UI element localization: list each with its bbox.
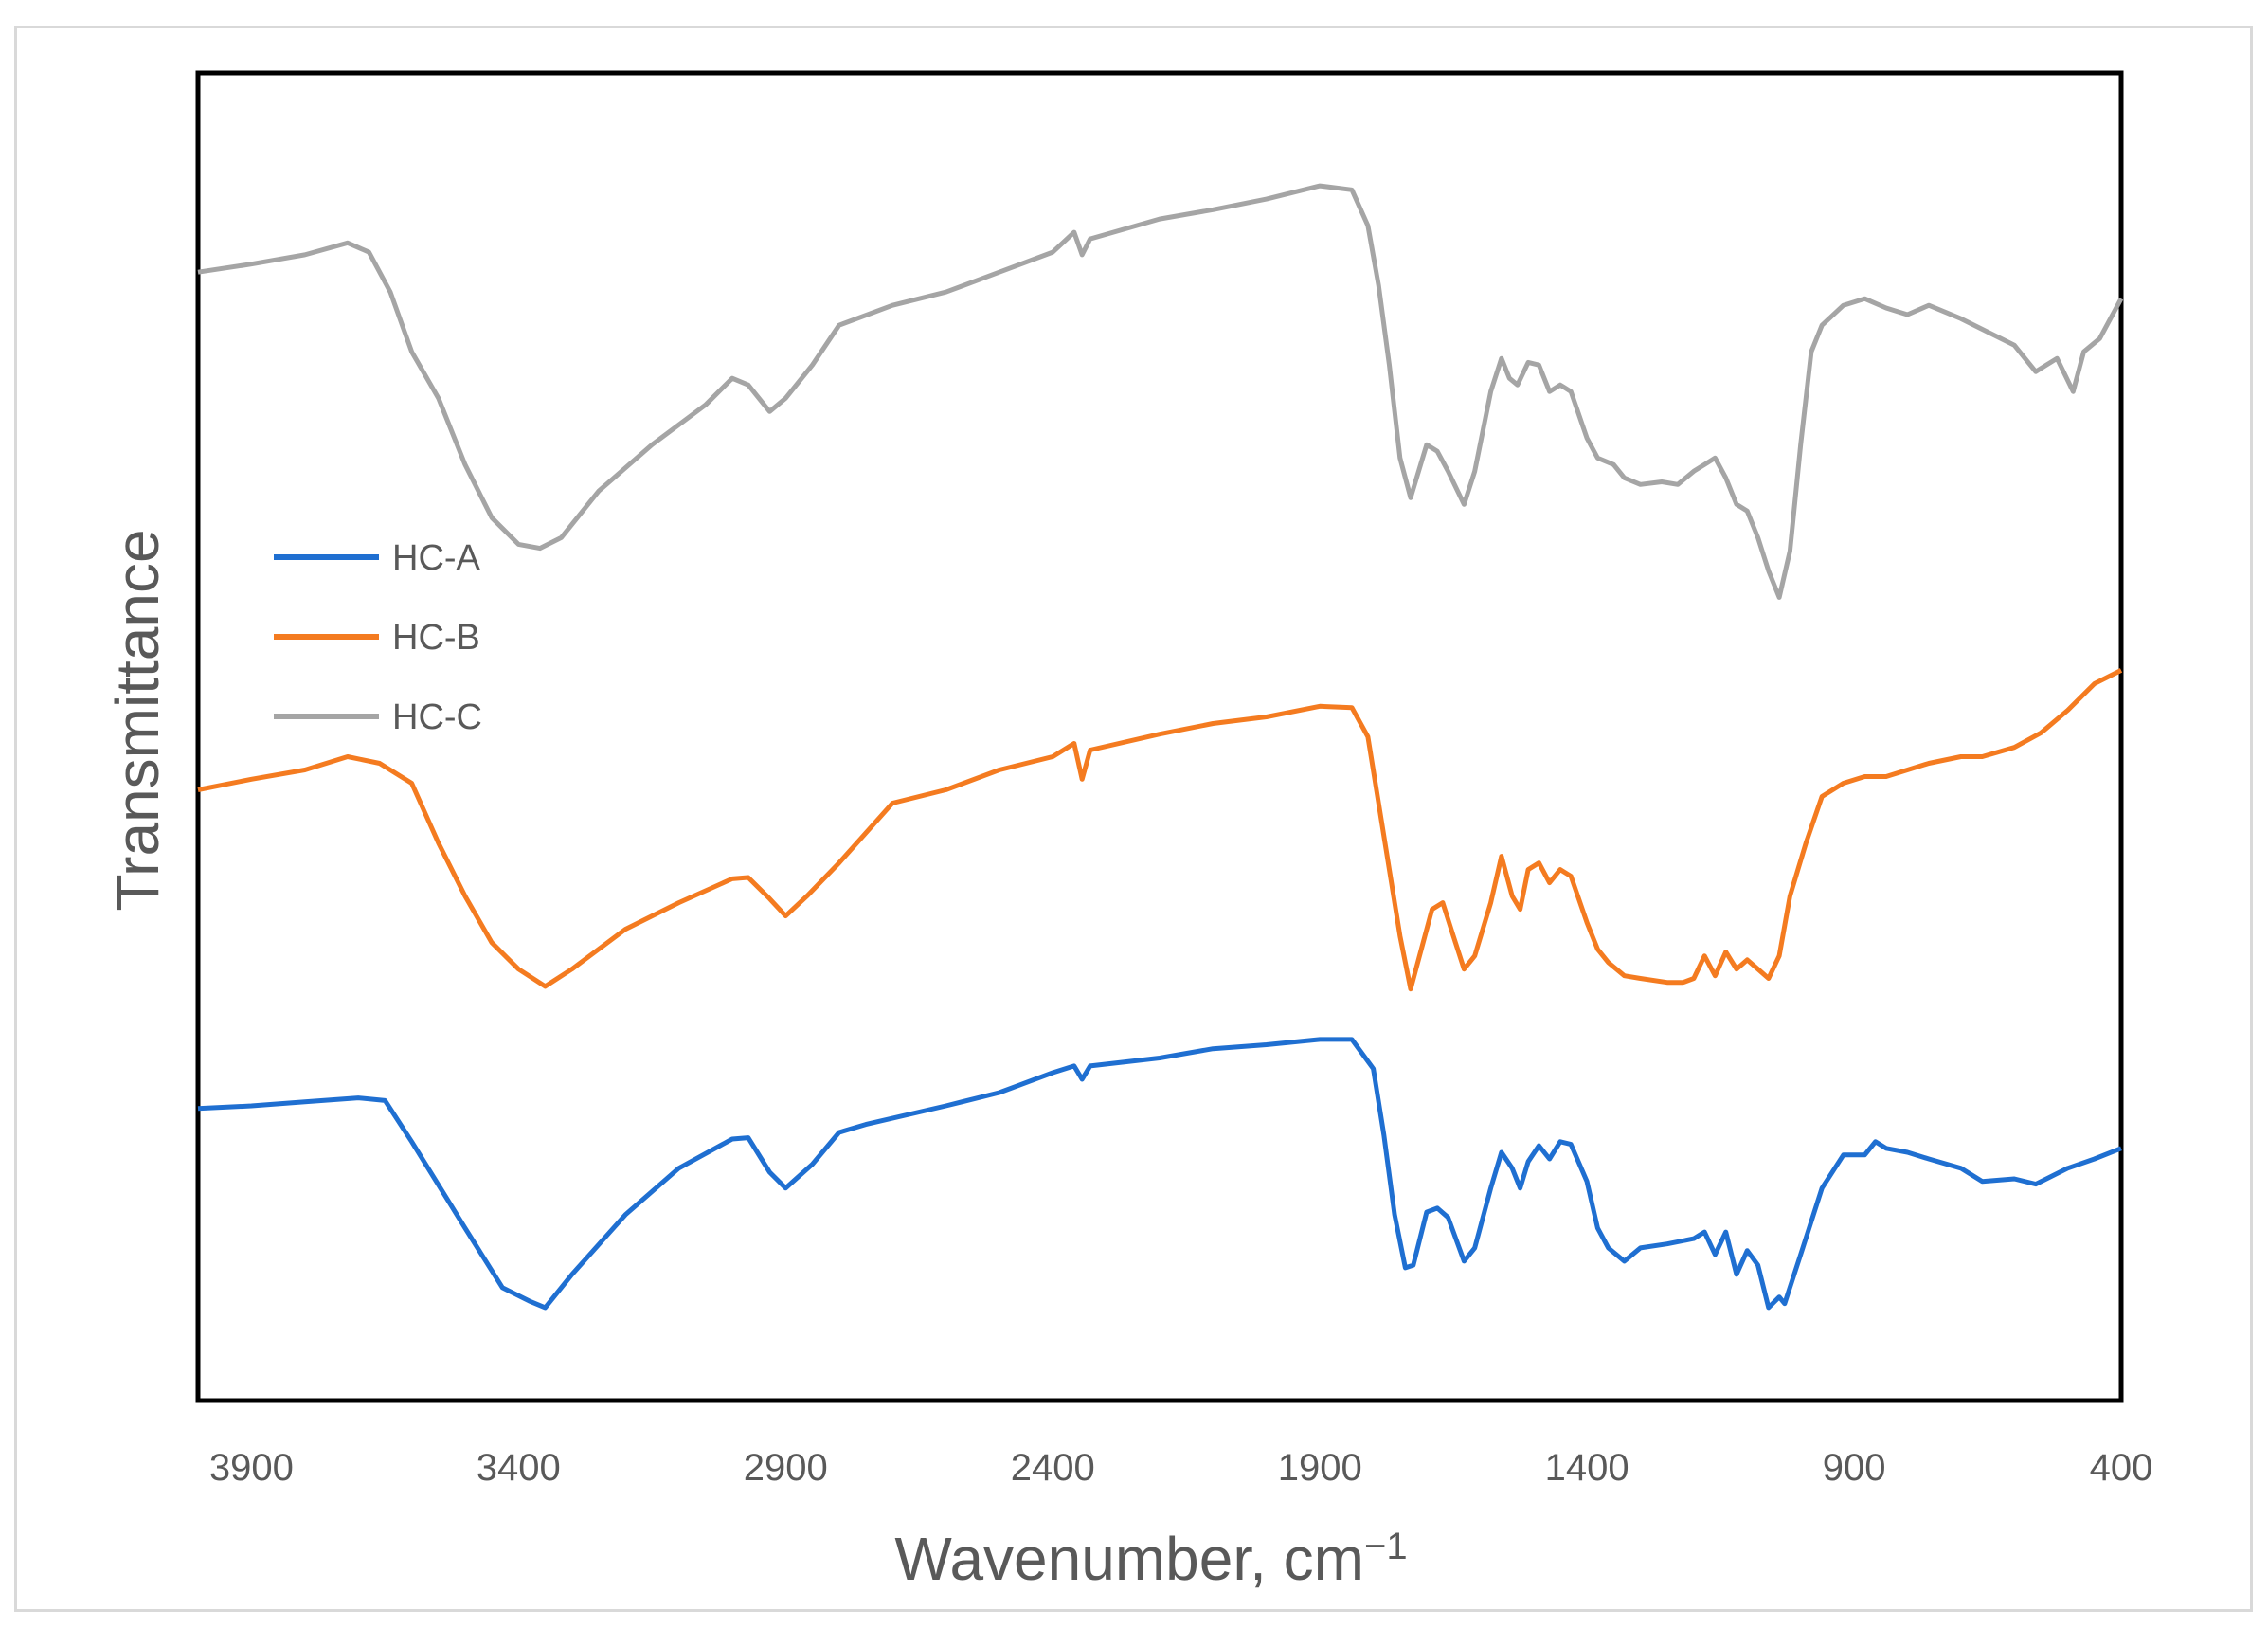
x-axis-title-main: Wavenumber, cm bbox=[894, 1525, 1364, 1593]
x-tick-label: 3400 bbox=[477, 1447, 561, 1489]
series-line-hc-c bbox=[197, 183, 2124, 600]
legend-label-hc-b: HC-B bbox=[392, 618, 480, 658]
legend-label-hc-c: HC-C bbox=[392, 697, 482, 737]
x-tick-label: 900 bbox=[1823, 1447, 1886, 1489]
x-tick-label: 2400 bbox=[1011, 1447, 1095, 1489]
x-tick-label: 1900 bbox=[1278, 1447, 1362, 1489]
x-tick-label: 1400 bbox=[1545, 1447, 1629, 1489]
series-line-hc-b bbox=[197, 668, 2123, 992]
series-layer bbox=[197, 183, 2124, 1311]
series-line-hc-a bbox=[197, 1037, 2122, 1311]
legend: HC-A HC-B HC-C bbox=[274, 538, 482, 737]
x-axis-title-superscript: −1 bbox=[1364, 1526, 1408, 1567]
x-tick-label: 2900 bbox=[744, 1447, 828, 1489]
plot-area bbox=[195, 70, 2124, 1403]
y-axis-title: Transmittance bbox=[103, 529, 171, 911]
x-tick-label: 400 bbox=[2090, 1447, 2153, 1489]
legend-label-hc-a: HC-A bbox=[392, 538, 481, 578]
x-tick-label: 3900 bbox=[209, 1447, 294, 1489]
x-tick-labels: 3900 3400 2900 2400 1900 1400 900 400 bbox=[209, 1447, 2152, 1489]
x-axis-title: Wavenumber, cm−1 bbox=[894, 1525, 1407, 1593]
